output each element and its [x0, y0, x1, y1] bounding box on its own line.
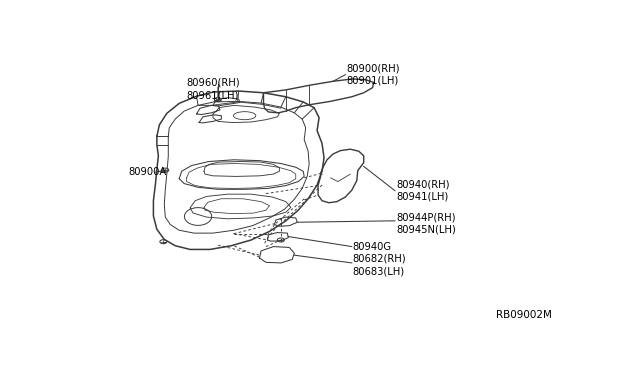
Text: 80944P(RH)
80945N(LH): 80944P(RH) 80945N(LH)	[396, 212, 456, 235]
Text: RB09002M: RB09002M	[496, 310, 552, 320]
Text: 80940(RH)
80941(LH): 80940(RH) 80941(LH)	[396, 180, 450, 202]
Text: 80940G: 80940G	[353, 241, 392, 251]
Text: 80960(RH)
80961(LH): 80960(RH) 80961(LH)	[187, 78, 240, 100]
Text: 80900A: 80900A	[129, 167, 167, 177]
Text: 80900(RH)
80901(LH): 80900(RH) 80901(LH)	[347, 64, 401, 86]
Text: 80682(RH)
80683(LH): 80682(RH) 80683(LH)	[353, 254, 406, 276]
